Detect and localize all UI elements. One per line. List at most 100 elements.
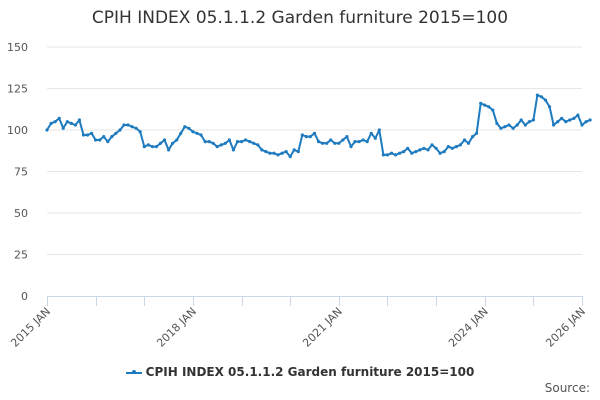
data-point-marker[interactable] <box>434 146 438 150</box>
data-point-marker[interactable] <box>471 135 475 139</box>
data-point-marker[interactable] <box>560 116 564 120</box>
data-point-marker[interactable] <box>110 135 114 139</box>
data-point-marker[interactable] <box>154 145 158 149</box>
data-point-marker[interactable] <box>142 145 146 149</box>
data-point-marker[interactable] <box>519 118 523 122</box>
data-point-marker[interactable] <box>483 103 487 107</box>
data-point-marker[interactable] <box>329 138 333 142</box>
data-point-marker[interactable] <box>77 118 81 122</box>
data-point-marker[interactable] <box>162 138 167 142</box>
data-point-marker[interactable] <box>98 138 102 142</box>
data-point-marker[interactable] <box>211 141 215 145</box>
data-point-marker[interactable] <box>49 121 53 125</box>
data-point-marker[interactable] <box>333 141 337 145</box>
data-point-marker[interactable] <box>321 141 325 145</box>
data-point-marker[interactable] <box>308 135 312 139</box>
data-point-marker[interactable] <box>527 120 531 124</box>
data-point-marker[interactable] <box>353 140 357 144</box>
data-point-marker[interactable] <box>373 136 377 140</box>
data-point-marker[interactable] <box>292 148 296 152</box>
data-point-marker[interactable] <box>150 145 154 149</box>
data-point-marker[interactable] <box>183 125 187 129</box>
legend[interactable]: CPIH INDEX 05.1.1.2 Garden furniture 201… <box>0 365 600 379</box>
data-point-marker[interactable] <box>515 123 519 127</box>
data-point-marker[interactable] <box>191 130 195 134</box>
data-point-marker[interactable] <box>564 120 568 124</box>
data-point-marker[interactable] <box>296 150 300 154</box>
data-point-marker[interactable] <box>280 151 284 155</box>
data-point-marker[interactable] <box>146 143 150 147</box>
data-point-marker[interactable] <box>231 148 235 152</box>
data-point-marker[interactable] <box>300 133 304 137</box>
data-point-marker[interactable] <box>235 140 240 144</box>
data-point-marker[interactable] <box>507 123 511 127</box>
data-point-marker[interactable] <box>215 145 219 149</box>
data-point-marker[interactable] <box>227 138 231 142</box>
data-point-marker[interactable] <box>503 125 507 129</box>
data-point-marker[interactable] <box>248 140 252 144</box>
data-point-marker[interactable] <box>539 95 544 99</box>
data-point-marker[interactable] <box>276 153 280 157</box>
data-point-marker[interactable] <box>548 105 552 109</box>
data-point-marker[interactable] <box>61 126 65 130</box>
data-point-marker[interactable] <box>414 150 418 154</box>
data-point-marker[interactable] <box>389 151 394 155</box>
data-point-marker[interactable] <box>122 123 126 127</box>
data-point-marker[interactable] <box>438 151 442 155</box>
data-point-marker[interactable] <box>552 123 556 127</box>
data-point-marker[interactable] <box>377 128 381 132</box>
data-point-marker[interactable] <box>495 121 499 125</box>
data-point-marker[interactable] <box>268 151 272 155</box>
data-point-marker[interactable] <box>535 93 540 97</box>
data-point-marker[interactable] <box>130 125 134 129</box>
data-point-marker[interactable] <box>475 131 479 135</box>
data-point-marker[interactable] <box>219 143 223 147</box>
data-point-marker[interactable] <box>138 130 142 134</box>
data-point-marker[interactable] <box>531 118 536 122</box>
data-point-marker[interactable] <box>402 150 406 154</box>
data-point-marker[interactable] <box>317 140 321 144</box>
data-point-marker[interactable] <box>256 143 260 147</box>
data-point-marker[interactable] <box>556 120 560 124</box>
data-point-marker[interactable] <box>479 101 483 105</box>
data-point-marker[interactable] <box>325 141 329 145</box>
data-point-marker[interactable] <box>491 108 495 112</box>
data-point-marker[interactable] <box>499 126 503 130</box>
data-point-marker[interactable] <box>239 140 244 144</box>
data-point-marker[interactable] <box>385 153 390 157</box>
data-point-marker[interactable] <box>337 141 341 145</box>
data-point-marker[interactable] <box>406 146 410 150</box>
data-point-marker[interactable] <box>312 131 317 135</box>
data-point-marker[interactable] <box>203 140 207 144</box>
data-point-marker[interactable] <box>244 138 248 142</box>
data-point-marker[interactable] <box>369 131 373 135</box>
data-point-marker[interactable] <box>106 140 110 144</box>
data-point-marker[interactable] <box>398 151 402 155</box>
data-point-marker[interactable] <box>418 148 422 152</box>
data-point-marker[interactable] <box>458 143 462 147</box>
data-point-marker[interactable] <box>90 131 94 135</box>
data-point-marker[interactable] <box>187 126 191 130</box>
data-point-marker[interactable] <box>252 141 256 145</box>
data-point-marker[interactable] <box>304 135 308 139</box>
data-point-marker[interactable] <box>568 118 572 122</box>
data-point-marker[interactable] <box>272 151 276 155</box>
data-series-line[interactable] <box>45 93 592 159</box>
data-point-marker[interactable] <box>175 138 179 142</box>
data-point-marker[interactable] <box>69 121 73 125</box>
data-point-marker[interactable] <box>57 116 61 120</box>
data-point-marker[interactable] <box>543 98 548 102</box>
data-point-marker[interactable] <box>361 138 365 142</box>
data-point-marker[interactable] <box>345 135 349 139</box>
data-point-marker[interactable] <box>523 123 527 127</box>
data-point-marker[interactable] <box>410 151 414 155</box>
data-point-marker[interactable] <box>430 143 434 147</box>
data-point-marker[interactable] <box>357 140 361 144</box>
data-point-marker[interactable] <box>195 131 199 135</box>
data-point-marker[interactable] <box>572 116 576 120</box>
data-point-marker[interactable] <box>365 140 369 144</box>
data-point-marker[interactable] <box>171 141 175 145</box>
data-point-marker[interactable] <box>179 131 183 135</box>
data-point-marker[interactable] <box>167 148 171 152</box>
data-point-marker[interactable] <box>114 131 118 135</box>
